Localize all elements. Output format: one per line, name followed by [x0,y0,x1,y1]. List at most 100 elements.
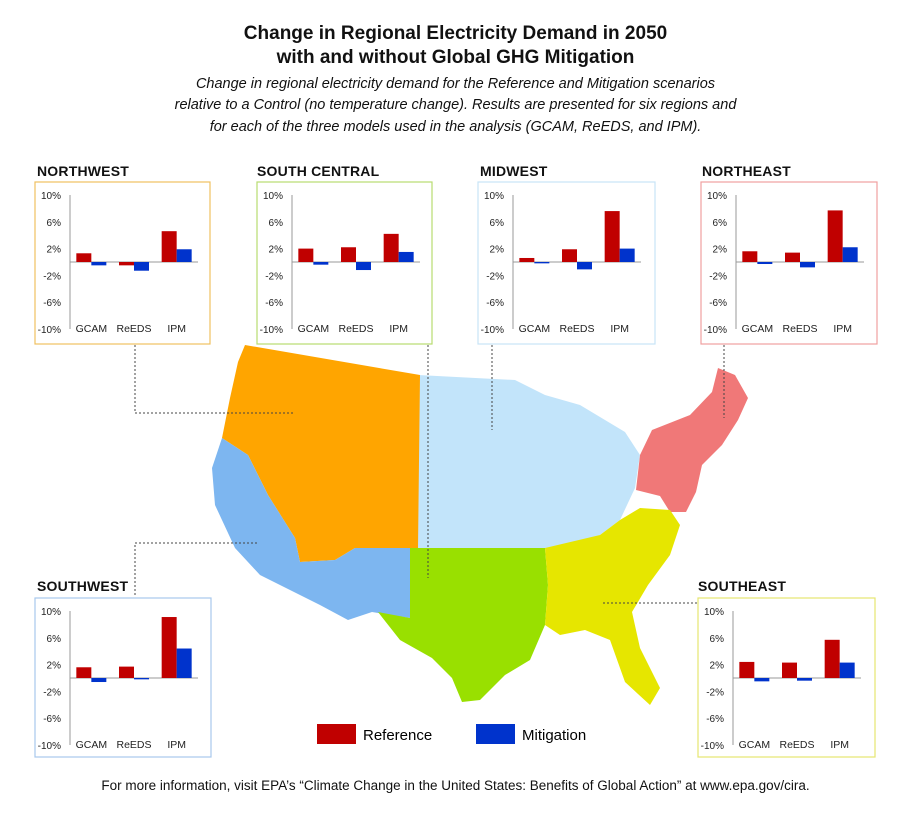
southwest-category-label: IPM [167,739,186,751]
south-central-region [378,548,548,702]
southwest-ytick-label: 6% [47,634,62,645]
legend-mitigation-swatch [476,724,515,744]
midwest-title: MIDWEST [480,163,548,179]
south-central-ipm-mitigation-bar [398,251,414,262]
southwest-reeds-reference-bar [119,666,134,678]
northwest-reeds-reference-bar [119,262,134,266]
northeast-ytick-label: 6% [713,218,728,229]
northeast-ytick-label: -2% [709,271,727,282]
connector-lines [134,345,725,604]
south-central-title: SOUTH CENTRAL [257,163,380,179]
northwest-category-label: IPM [167,323,186,335]
southwest-gcam-reference-bar [76,667,92,678]
northwest-region [222,345,420,562]
southwest-ipm-reference-bar [161,617,177,678]
legend: Reference Mitigation [317,724,586,744]
northeast-title: NORTHEAST [702,163,791,179]
south-central-category-label: IPM [389,323,408,335]
southwest-ytick-label: 2% [47,661,62,672]
southwest-ytick-label: -10% [38,741,61,752]
northeast-gcam-mitigation-bar [757,262,773,265]
northwest-category-label: ReEDS [116,323,151,335]
south-central-ytick-label: 6% [269,218,284,229]
northeast-ipm-mitigation-bar [842,247,858,262]
midwest-ytick-label: 2% [490,245,505,256]
northeast-ytick-label: -10% [704,325,727,336]
midwest-chart: 10% 6% 2% -2% -6% -10% GCAM ReEDS IPM [481,191,641,336]
southeast-ipm-reference-bar [824,639,840,678]
northeast-region [636,368,748,512]
midwest-gcam-mitigation-bar [534,262,550,264]
northwest-reeds-mitigation-bar [134,262,149,271]
south-central-ipm-reference-bar [383,233,399,262]
title-line-1: Change in Regional Electricity Demand in… [243,23,668,44]
midwest-ytick-label: -6% [486,298,504,309]
northwest-category-label: GCAM [76,323,108,335]
midwest-category-label: GCAM [519,323,551,335]
south-central-reeds-reference-bar [341,247,356,262]
south-central-category-label: GCAM [298,323,330,335]
south-central-reeds-mitigation-bar [356,262,371,271]
southwest-region [212,438,410,620]
northwest-ytick-label: 2% [47,245,62,256]
northwest-ytick-label: 6% [47,218,62,229]
subtitle-line-1: Change in regional electricity demand fo… [195,76,716,92]
northwest-gcam-reference-bar [76,253,92,262]
southwest-connector [134,542,258,595]
legend-reference-swatch [317,724,356,744]
northwest-ipm-mitigation-bar [176,249,192,262]
south-central-gcam-mitigation-bar [313,262,329,265]
northwest-gcam-mitigation-bar [91,262,107,266]
northwest-chart: 10% 6% 2% -2% -6% -10% GCAM ReEDS IPM [38,191,198,336]
midwest-region [415,375,640,550]
northeast-ytick-label: -6% [709,298,727,309]
northeast-ytick-label: 2% [713,245,728,256]
midwest-ytick-label: 10% [484,191,504,202]
northeast-ytick-label: 10% [707,191,727,202]
midwest-category-label: ReEDS [559,323,594,335]
midwest-gcam-reference-bar [519,257,535,262]
southwest-ytick-label: -6% [43,714,61,725]
footer-note: For more information, visit EPA’s “Clima… [101,778,810,793]
northwest-ytick-label: -10% [38,325,61,336]
southeast-ytick-label: 2% [710,661,725,672]
northeast-reeds-mitigation-bar [800,262,815,268]
midwest-chart-frame [477,181,656,345]
northwest-title: NORTHWEST [37,163,130,179]
south-central-ytick-label: -2% [265,271,283,282]
south-central-ytick-label: -10% [260,325,283,336]
northeast-gcam-reference-bar [742,251,758,262]
midwest-reeds-reference-bar [562,249,577,262]
subtitle-line-3: for each of the three models used in the… [209,119,702,135]
northwest-connector [134,345,295,414]
southwest-ytick-label: 10% [41,607,61,618]
south-central-ytick-label: 10% [263,191,283,202]
southeast-ytick-label: -10% [701,741,724,752]
southwest-category-label: GCAM [76,739,108,751]
midwest-category-label: IPM [610,323,629,335]
south-central-chart: 10% 6% 2% -2% -6% -10% GCAM ReEDS IPM [260,191,420,336]
us-map [212,345,748,705]
southwest-gcam-mitigation-bar [91,678,107,683]
title-line-2: with and without Global GHG Mitigation [276,47,635,68]
midwest-reeds-mitigation-bar [577,262,592,270]
northeast-chart: 10% 6% 2% -2% -6% -10% GCAM ReEDS IPM [704,191,864,336]
south-central-ytick-label: 2% [269,245,284,256]
midwest-ytick-label: -2% [486,271,504,282]
midwest-ipm-reference-bar [604,211,620,262]
south-central-category-label: ReEDS [338,323,373,335]
northwest-ytick-label: -2% [43,271,61,282]
southeast-chart: 10% 6% 2% -2% -6% -10% GCAM ReEDS IPM [701,607,861,752]
northeast-category-label: GCAM [742,323,774,335]
southwest-title: SOUTHWEST [37,578,129,594]
midwest-ipm-mitigation-bar [619,248,635,262]
southwest-ytick-label: -2% [43,687,61,698]
southeast-reeds-mitigation-bar [797,678,812,681]
southwest-reeds-mitigation-bar [134,678,149,680]
south-central-ytick-label: -6% [265,298,283,309]
northeast-chart-frame [700,181,878,345]
northwest-ytick-label: 10% [41,191,61,202]
southeast-category-label: GCAM [739,739,771,751]
south-central-gcam-reference-bar [298,248,314,262]
